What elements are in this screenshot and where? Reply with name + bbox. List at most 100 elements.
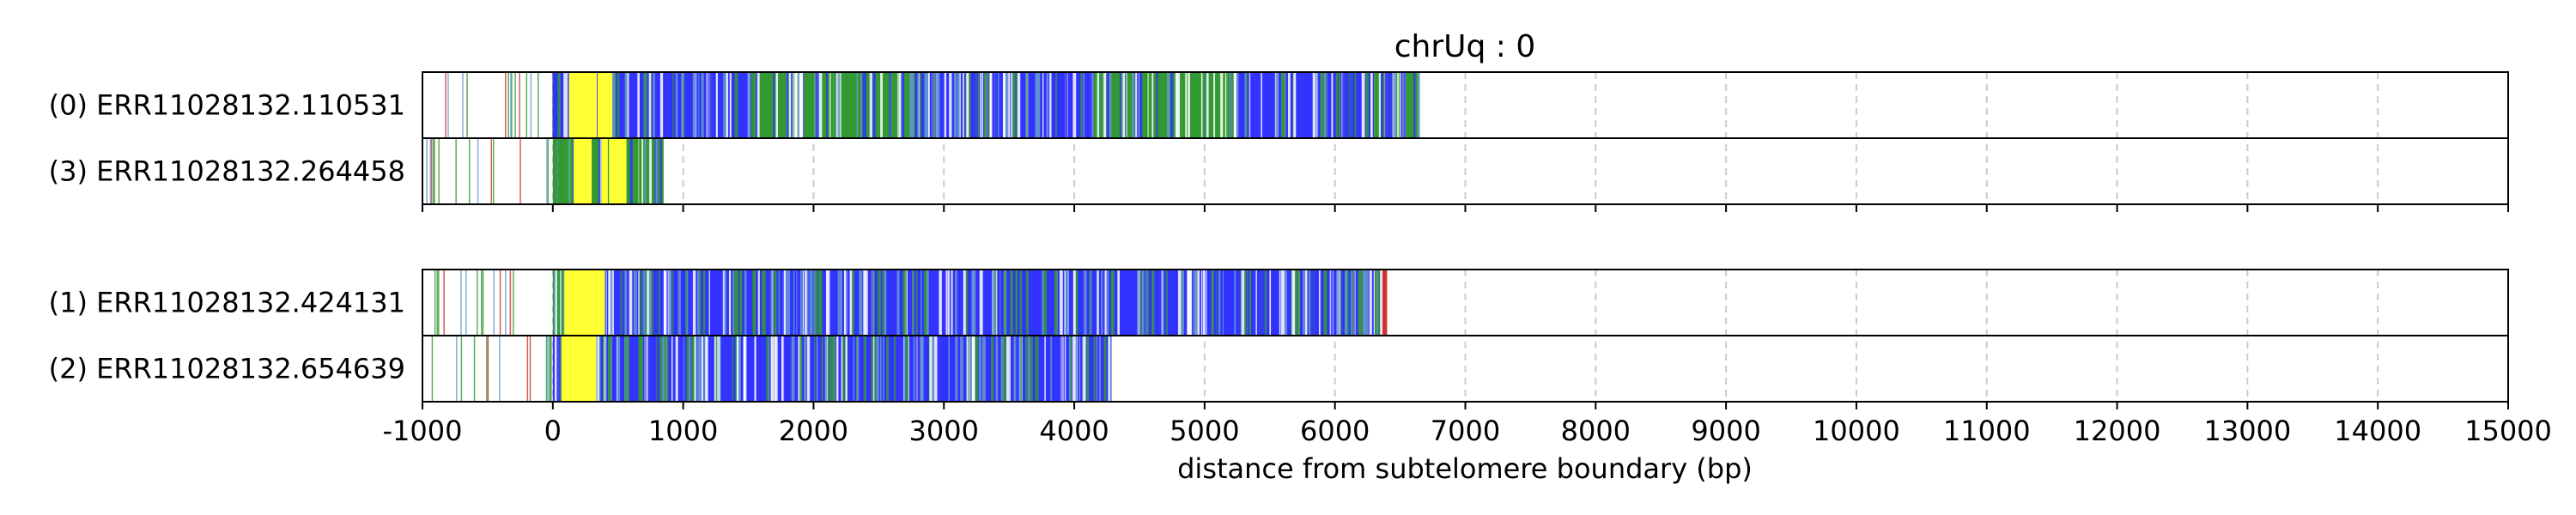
read-stripe	[913, 270, 914, 336]
read-stripe	[1025, 336, 1028, 402]
x-tick-label: 14000	[2334, 415, 2421, 447]
read-stripe	[855, 336, 858, 402]
read-stripe	[844, 270, 847, 336]
read-stripe	[826, 72, 828, 138]
sparse-mark	[460, 336, 463, 402]
read-stripe	[1139, 72, 1143, 138]
read-stripe	[1234, 270, 1236, 336]
read-stripe	[1342, 270, 1344, 336]
read-stripe	[1042, 270, 1044, 336]
read-stripe	[1211, 270, 1214, 336]
read-stripe	[994, 72, 999, 138]
yellow-mark	[572, 270, 579, 336]
read-stripe	[1117, 72, 1120, 138]
read-stripe	[1007, 72, 1011, 138]
read-stripe	[766, 336, 769, 402]
read-stripe	[711, 72, 714, 138]
read-stripe	[903, 336, 905, 402]
read-stripe	[1345, 72, 1348, 138]
read-stripe	[995, 270, 997, 336]
sparse-mark	[526, 72, 528, 138]
read-stripe	[957, 72, 960, 138]
read-stripe	[824, 336, 828, 402]
read-stripe	[756, 336, 759, 402]
read-stripe	[981, 72, 984, 138]
read-stripe	[802, 72, 805, 138]
read-stripe	[1387, 72, 1390, 138]
read-stripe	[1151, 270, 1154, 336]
read-stripe	[1189, 72, 1193, 138]
read-stripe	[981, 336, 986, 402]
read-stripe	[1048, 72, 1050, 138]
read-stripe	[813, 336, 816, 402]
read-stripe	[657, 138, 659, 204]
read-stripe	[1249, 270, 1251, 336]
read-stripe	[1019, 270, 1023, 336]
read-stripe	[965, 270, 969, 336]
read-stripe	[1181, 270, 1185, 336]
read-stripe	[708, 72, 713, 138]
read-stripe	[816, 72, 818, 138]
read-stripe	[685, 270, 687, 336]
read-stripe	[1046, 72, 1048, 138]
read-stripe	[814, 72, 816, 138]
read-stripe	[627, 336, 630, 402]
read-stripe	[624, 336, 628, 402]
read-stripe	[1329, 270, 1332, 336]
read-stripe	[1349, 72, 1352, 138]
read-stripe	[611, 270, 614, 336]
read-stripe	[988, 336, 990, 402]
row-label: (2) ERR11028132.654639	[49, 353, 405, 385]
read-stripe	[752, 72, 756, 138]
read-stripe	[675, 336, 678, 402]
sparse-mark	[493, 270, 495, 336]
sparse-mark	[546, 138, 548, 204]
read-stripe	[1261, 72, 1262, 138]
read-stripe	[841, 336, 843, 402]
read-stripe	[1320, 72, 1323, 138]
read-segment	[1093, 72, 1231, 138]
read-stripe	[734, 72, 738, 138]
read-stripe	[1057, 72, 1060, 138]
read-stripe	[969, 72, 971, 138]
read-stripe	[791, 336, 795, 402]
x-axis-label: distance from subtelomere boundary (bp)	[1177, 452, 1753, 485]
read-stripe	[556, 336, 559, 402]
sparse-mark	[431, 336, 434, 402]
read-stripe	[799, 72, 804, 138]
read-stripe	[978, 336, 981, 402]
sparse-mark	[530, 72, 532, 138]
read-stripe	[914, 72, 917, 138]
read-stripe	[1103, 336, 1107, 402]
read-stripe	[696, 270, 700, 336]
read-stripe	[995, 336, 999, 402]
read-stripe	[876, 336, 879, 402]
read-stripe	[625, 270, 628, 336]
read-stripe	[872, 336, 877, 402]
read-stripe	[1276, 72, 1279, 138]
read-stripe	[1318, 270, 1321, 336]
read-stripe	[1413, 72, 1416, 138]
read-stripe	[741, 336, 744, 402]
read-stripe	[895, 270, 898, 336]
sparse-mark	[547, 336, 549, 402]
read-stripe	[1176, 72, 1179, 138]
read-stripe	[996, 270, 1000, 336]
read-stripe	[872, 72, 876, 138]
read-stripe	[1104, 270, 1107, 336]
read-stripe	[951, 270, 955, 336]
read-stripe	[663, 270, 666, 336]
read-stripe	[994, 72, 996, 138]
read-stripe	[1027, 336, 1030, 402]
read-stripe	[773, 72, 775, 138]
read-stripe	[759, 336, 762, 402]
read-stripe	[617, 336, 621, 402]
read-stripe	[729, 72, 732, 138]
read-stripe	[1187, 270, 1189, 336]
read-stripe	[1142, 270, 1144, 336]
read-stripe	[947, 270, 950, 336]
read-stripe	[969, 336, 971, 402]
read-stripe	[1245, 72, 1248, 138]
read-stripe	[1090, 270, 1093, 336]
sparse-mark	[492, 138, 495, 204]
